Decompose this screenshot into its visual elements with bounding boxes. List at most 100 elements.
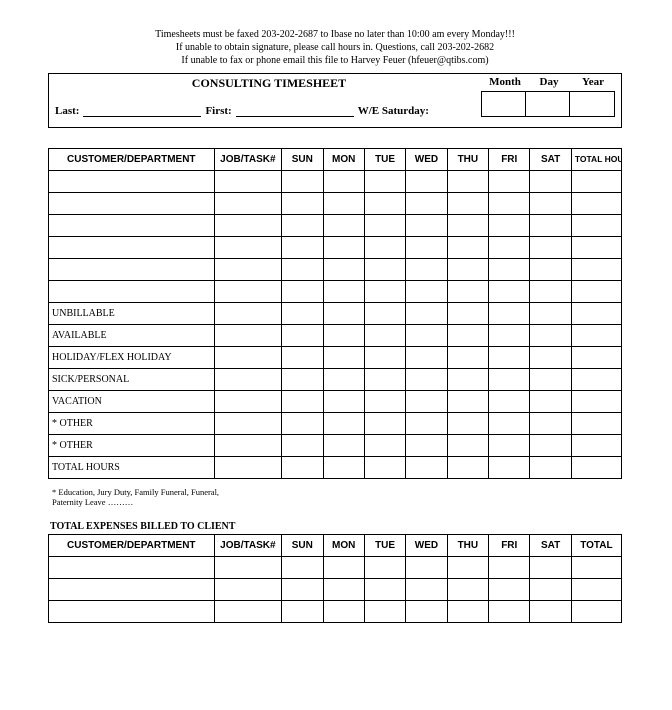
month-box[interactable] — [482, 92, 526, 116]
cell[interactable] — [447, 391, 488, 413]
cell[interactable] — [214, 369, 282, 391]
cell[interactable] — [406, 557, 447, 579]
cell[interactable] — [530, 413, 571, 435]
cell[interactable] — [447, 303, 488, 325]
row-label[interactable] — [49, 171, 215, 193]
row-label[interactable] — [49, 237, 215, 259]
cell[interactable] — [571, 391, 621, 413]
cell[interactable] — [489, 369, 530, 391]
cell[interactable] — [447, 215, 488, 237]
cell[interactable] — [282, 347, 323, 369]
cell[interactable] — [323, 557, 364, 579]
cell[interactable] — [406, 369, 447, 391]
cell[interactable] — [530, 369, 571, 391]
cell[interactable] — [282, 215, 323, 237]
cell[interactable] — [447, 347, 488, 369]
cell[interactable] — [323, 579, 364, 601]
cell[interactable] — [214, 215, 282, 237]
cell[interactable] — [489, 391, 530, 413]
row-label-other1[interactable]: * OTHER — [49, 413, 215, 435]
cell[interactable] — [447, 435, 488, 457]
cell[interactable] — [364, 347, 405, 369]
cell[interactable] — [571, 237, 621, 259]
cell[interactable] — [282, 579, 323, 601]
cell[interactable] — [364, 391, 405, 413]
cell[interactable] — [364, 281, 405, 303]
cell[interactable] — [571, 369, 621, 391]
cell[interactable] — [571, 457, 621, 479]
cell[interactable] — [447, 579, 488, 601]
cell[interactable] — [406, 171, 447, 193]
cell[interactable] — [406, 457, 447, 479]
row-label-total_hours[interactable]: TOTAL HOURS — [49, 457, 215, 479]
row-label-sick[interactable]: SICK/PERSONAL — [49, 369, 215, 391]
cell[interactable] — [282, 237, 323, 259]
cell[interactable] — [214, 237, 282, 259]
row-label-available[interactable]: AVAILABLE — [49, 325, 215, 347]
cell[interactable] — [214, 347, 282, 369]
cell[interactable] — [214, 281, 282, 303]
cell[interactable] — [406, 237, 447, 259]
cell[interactable] — [406, 579, 447, 601]
cell[interactable] — [447, 237, 488, 259]
cell[interactable] — [323, 215, 364, 237]
cell[interactable] — [364, 369, 405, 391]
cell[interactable] — [530, 237, 571, 259]
cell[interactable] — [489, 601, 530, 623]
cell[interactable] — [214, 391, 282, 413]
cell[interactable] — [214, 259, 282, 281]
cell[interactable] — [530, 259, 571, 281]
cell[interactable] — [571, 347, 621, 369]
cell[interactable] — [364, 171, 405, 193]
cell[interactable] — [447, 369, 488, 391]
cell[interactable] — [571, 413, 621, 435]
cell[interactable] — [571, 601, 621, 623]
cell[interactable] — [323, 237, 364, 259]
cell[interactable] — [282, 193, 323, 215]
cell[interactable] — [489, 435, 530, 457]
cell[interactable] — [406, 347, 447, 369]
cell[interactable] — [214, 457, 282, 479]
cell[interactable] — [364, 303, 405, 325]
cell[interactable] — [364, 579, 405, 601]
cell[interactable] — [571, 557, 621, 579]
cell[interactable] — [571, 171, 621, 193]
cell[interactable] — [214, 193, 282, 215]
cell[interactable] — [447, 457, 488, 479]
cell[interactable] — [323, 347, 364, 369]
cell[interactable] — [323, 303, 364, 325]
cell[interactable] — [530, 579, 571, 601]
cell[interactable] — [282, 171, 323, 193]
cell[interactable] — [530, 303, 571, 325]
cell[interactable] — [364, 457, 405, 479]
cell[interactable] — [530, 193, 571, 215]
cell[interactable] — [364, 215, 405, 237]
cell[interactable] — [447, 259, 488, 281]
cell[interactable] — [364, 435, 405, 457]
cell[interactable] — [214, 579, 282, 601]
cell[interactable] — [447, 193, 488, 215]
row-label-other2[interactable]: * OTHER — [49, 435, 215, 457]
cell[interactable] — [530, 347, 571, 369]
cell[interactable] — [530, 325, 571, 347]
cell[interactable] — [364, 557, 405, 579]
cell[interactable] — [571, 303, 621, 325]
cell[interactable] — [406, 215, 447, 237]
cell[interactable] — [214, 601, 282, 623]
cell[interactable] — [323, 171, 364, 193]
cell[interactable] — [364, 325, 405, 347]
row-label[interactable] — [49, 601, 215, 623]
cell[interactable] — [530, 435, 571, 457]
cell[interactable] — [489, 457, 530, 479]
cell[interactable] — [489, 303, 530, 325]
cell[interactable] — [214, 557, 282, 579]
day-box[interactable] — [526, 92, 570, 116]
cell[interactable] — [214, 171, 282, 193]
row-label[interactable] — [49, 259, 215, 281]
row-label[interactable] — [49, 281, 215, 303]
cell[interactable] — [323, 325, 364, 347]
cell[interactable] — [406, 259, 447, 281]
row-label[interactable] — [49, 193, 215, 215]
cell[interactable] — [489, 413, 530, 435]
cell[interactable] — [447, 171, 488, 193]
